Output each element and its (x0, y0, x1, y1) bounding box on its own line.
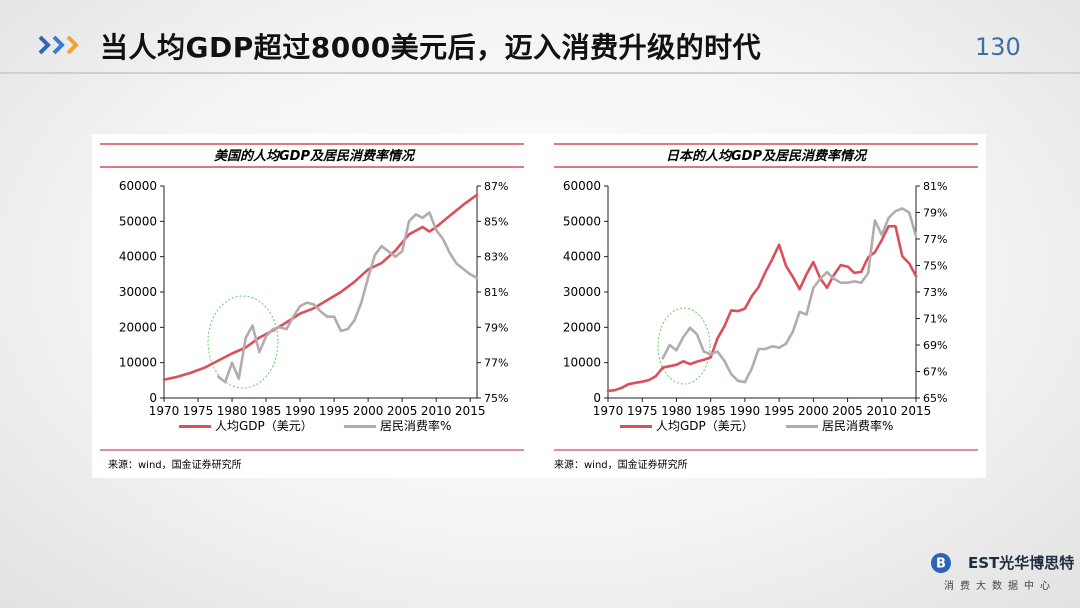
y-right-tick-label: 65% (923, 392, 947, 405)
legend-rate: 居民消费率% (822, 418, 893, 433)
x-tick-label: 1975 (183, 404, 214, 418)
y-right-tick-label: 73% (923, 286, 947, 299)
x-tick-label: 1985 (695, 404, 726, 418)
y-left-tick-label: 50000 (119, 214, 157, 228)
y-left-tick-label: 10000 (563, 356, 601, 370)
charts-panel: 美国的人均GDP及居民消费率情况 人均GDP（美元） 居民消费率% 来源：win… (92, 134, 986, 478)
y-left-tick-label: 60000 (563, 179, 601, 193)
x-tick-label: 1980 (217, 404, 248, 418)
y-left-tick-label: 60000 (119, 179, 157, 193)
legend-gdp: 人均GDP（美元） (215, 419, 313, 433)
svg-text:B: B (936, 557, 946, 572)
x-tick-label: 1970 (149, 404, 180, 418)
x-tick-label: 1995 (764, 404, 795, 418)
highlight-ellipse (207, 295, 279, 389)
x-tick-label: 2005 (387, 404, 418, 418)
source-note: 来源：wind，国金证券研究所 (108, 458, 242, 471)
y-right-tick-label: 69% (923, 339, 947, 352)
chart-title: 日本的人均GDP及居民消费率情况 (666, 148, 868, 164)
y-right-tick-label: 75% (923, 260, 947, 273)
legend-gdp: 人均GDP（美元） (656, 419, 754, 433)
y-right-tick-label: 71% (923, 313, 947, 326)
legend-rate: 居民消费率% (380, 418, 451, 433)
y-left-tick-label: 40000 (563, 250, 601, 264)
y-left-tick-label: 10000 (119, 356, 157, 370)
y-right-tick-label: 87% (484, 180, 508, 193)
x-tick-label: 1985 (251, 404, 282, 418)
x-tick-label: 1980 (661, 404, 692, 418)
legend-swatch-rate (786, 425, 818, 428)
y-right-tick-label: 77% (484, 357, 508, 370)
consumption-rate-series-line (217, 211, 479, 384)
x-tick-label: 2010 (867, 404, 898, 418)
gdp-series-line (162, 193, 479, 381)
highlight-ellipse (657, 307, 711, 385)
brand-name: EST光华博思特 (968, 554, 1075, 572)
y-left-tick-label: 30000 (119, 285, 157, 299)
brand-logo: B EST光华博思特 消费大数据中心 (930, 552, 1074, 596)
y-left-tick-label: 0 (149, 391, 157, 405)
slide-title: 当人均GDP超过8000美元后，迈入消费升级的时代 (100, 31, 762, 64)
page-number: 130 (975, 33, 1021, 61)
x-tick-label: 1990 (730, 404, 761, 418)
y-right-tick-label: 79% (484, 321, 508, 334)
legend-swatch-gdp (179, 425, 211, 428)
y-right-tick-label: 83% (484, 251, 508, 264)
y-right-tick-label: 81% (484, 286, 508, 299)
x-tick-label: 2015 (901, 404, 932, 418)
slide-header: 当人均GDP超过8000美元后，迈入消费升级的时代 130 (0, 0, 1080, 74)
y-left-tick-label: 40000 (119, 250, 157, 264)
x-tick-label: 1975 (627, 404, 658, 418)
x-tick-label: 2015 (455, 404, 486, 418)
japan-chart: 日本的人均GDP及居民消费率情况 人均GDP（美元） 居民消费率% 来源：win… (554, 143, 978, 471)
chevrons-icon (38, 35, 79, 55)
x-tick-label: 2000 (353, 404, 384, 418)
x-tick-label: 2005 (832, 404, 863, 418)
y-right-tick-label: 81% (923, 180, 947, 193)
header-divider (0, 72, 1080, 74)
chart-title: 美国的人均GDP及居民消费率情况 (214, 148, 416, 164)
x-tick-label: 1990 (285, 404, 316, 418)
y-left-tick-label: 20000 (119, 320, 157, 334)
us-chart: 美国的人均GDP及居民消费率情况 人均GDP（美元） 居民消费率% 来源：win… (100, 143, 524, 471)
legend-swatch-rate (344, 425, 376, 428)
y-left-tick-label: 0 (593, 391, 601, 405)
y-right-tick-label: 77% (923, 233, 947, 246)
x-tick-label: 2010 (421, 404, 452, 418)
x-tick-label: 1995 (319, 404, 350, 418)
consumption-rate-series-line (661, 207, 918, 384)
source-note: 来源：wind，国金证券研究所 (554, 458, 688, 471)
gdp-series-line (606, 225, 918, 393)
brand-subtitle: 消费大数据中心 (944, 581, 1056, 592)
y-left-tick-label: 50000 (563, 214, 601, 228)
y-right-tick-label: 85% (484, 215, 508, 228)
x-tick-label: 1970 (593, 404, 624, 418)
best-logo-icon: B (931, 553, 951, 573)
y-right-tick-label: 67% (923, 366, 947, 379)
y-left-tick-label: 30000 (563, 285, 601, 299)
legend-swatch-gdp (620, 425, 652, 428)
y-left-tick-label: 20000 (563, 320, 601, 334)
x-tick-label: 2000 (798, 404, 829, 418)
y-right-tick-label: 75% (484, 392, 508, 405)
y-right-tick-label: 79% (923, 207, 947, 220)
